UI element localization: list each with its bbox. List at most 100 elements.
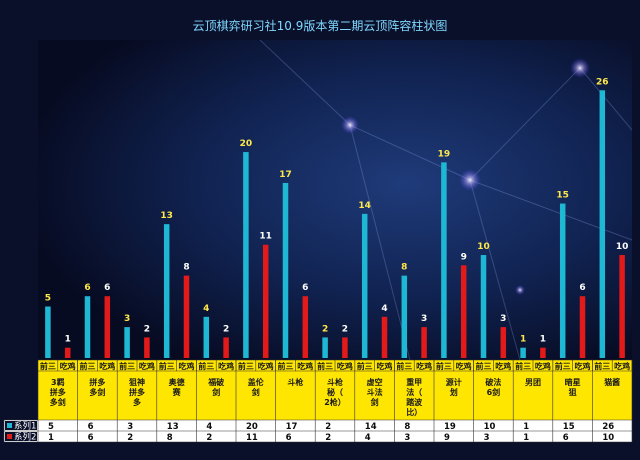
table-value-series2-11: 9: [444, 433, 450, 443]
subcategory-label: 吃鸡: [139, 361, 155, 371]
bar-series1-10: [401, 275, 408, 358]
table-value-series2-2: 6: [88, 433, 94, 443]
subcategory-label: 吃鸡: [535, 361, 551, 371]
table-value-series2-5: 2: [206, 433, 212, 443]
bar-series2-13: [540, 347, 546, 358]
value-label-series1-12: 10: [477, 242, 490, 252]
category-label-11: 源计划: [446, 377, 462, 397]
legend-swatch-series1: [7, 423, 12, 428]
value-label-series1-6: 20: [240, 139, 253, 149]
table-value-series1-5: 4: [206, 422, 212, 432]
bar-series1-11: [441, 162, 447, 358]
subcategory-label: 前三: [515, 361, 531, 371]
bar-series2-9: [381, 316, 388, 358]
category-label-14: 暗星狙: [565, 377, 581, 397]
bar-series1-2: [84, 296, 91, 358]
subcategory-label: 吃鸡: [99, 361, 115, 371]
bar-series2-11: [460, 265, 467, 358]
value-label-series1-5: 4: [203, 304, 209, 314]
category-label-6: 盖伦剑: [248, 377, 265, 397]
category-label-5: 福破剑: [207, 377, 224, 397]
value-label-series1-7: 17: [279, 170, 292, 180]
subcategory-label: 吃鸡: [614, 361, 630, 371]
category-label-2: 拼多多剑: [89, 377, 105, 397]
bar-series1-6: [243, 152, 249, 358]
bar-series2-15: [619, 255, 625, 358]
category-label-1: 3羁拼多多剑: [50, 377, 66, 407]
table-value-series1-8: 2: [325, 422, 331, 432]
value-label-series1-8: 2: [322, 324, 328, 334]
bar-series1-13: [520, 347, 526, 358]
value-label-series2-12: 3: [500, 314, 506, 324]
bar-series1-5: [203, 316, 210, 358]
table-value-series2-7: 6: [286, 433, 292, 443]
subcategory-label: 吃鸡: [416, 361, 432, 371]
subcategory-label: 前三: [40, 361, 56, 371]
table-value-series1-4: 13: [167, 422, 179, 432]
legend-label-series1: 系列1: [14, 421, 36, 432]
bar-series2-6: [262, 244, 269, 358]
bar-series2-10: [421, 327, 427, 358]
value-label-series1-2: 6: [84, 283, 90, 293]
table-value-series1-7: 17: [286, 422, 298, 432]
legend-swatch-series2: [7, 434, 12, 439]
category-label-10: 重甲法（踏波比）: [406, 377, 423, 417]
background-network-decoration: [259, 39, 633, 361]
bar-series1-7: [282, 182, 289, 358]
bars-layer: [45, 90, 625, 358]
subcategory-label: 前三: [317, 361, 333, 371]
value-label-series2-13: 1: [540, 335, 546, 345]
table-value-series2-13: 1: [523, 433, 529, 443]
table-value-series2-6: 11: [246, 433, 258, 443]
table-value-series2-14: 6: [563, 433, 569, 443]
subcategory-label: 前三: [555, 361, 571, 371]
category-label-12: 破法 6剑: [485, 377, 501, 397]
value-label-series2-1: 1: [65, 335, 71, 345]
value-label-series1-15: 26: [596, 77, 609, 87]
bar-series2-2: [104, 296, 111, 358]
subcategory-label: 吃鸡: [60, 361, 76, 371]
category-label-8: 斗枪秘（ 2枪）: [324, 377, 346, 407]
value-label-series2-4: 8: [183, 263, 189, 273]
legend-label-series2: 系列2: [14, 432, 36, 443]
value-label-series2-5: 2: [223, 324, 229, 334]
table-value-series1-14: 15: [563, 422, 575, 432]
value-label-series2-9: 4: [381, 304, 387, 314]
bar-series2-4: [183, 275, 190, 358]
subcategory-label: 吃鸡: [258, 361, 274, 371]
value-label-series1-3: 3: [124, 314, 130, 324]
bar-series2-7: [302, 296, 309, 358]
subcategory-label: 吃鸡: [377, 361, 393, 371]
table-value-series2-3: 2: [127, 433, 133, 443]
subcategory-label: 前三: [198, 361, 214, 371]
bar-series2-14: [579, 296, 586, 358]
bar-series2-8: [342, 337, 348, 358]
subcategory-label: 前三: [396, 361, 412, 371]
subcategory-label: 吃鸡: [337, 361, 353, 371]
table-value-series2-10: 3: [404, 433, 410, 443]
value-label-series2-7: 6: [302, 283, 308, 293]
table-value-series1-2: 6: [88, 422, 94, 432]
bar-series2-3: [144, 337, 150, 358]
subcategory-label: 吃鸡: [297, 361, 313, 371]
bar-series1-4: [163, 224, 170, 358]
table-value-series2-12: 3: [484, 433, 490, 443]
table-value-series1-6: 20: [246, 422, 258, 432]
table-value-series2-1: 1: [48, 433, 54, 443]
bar-series2-1: [64, 347, 71, 358]
legend-cell-background: [5, 432, 37, 441]
subcategory-label: 前三: [357, 361, 373, 371]
table-value-series2-9: 4: [365, 433, 371, 443]
table-value-series1-3: 3: [127, 422, 133, 432]
category-label-4: 奥德赛: [168, 377, 185, 397]
chart-title: 云顶棋弈研习社10.9版本第二期云顶阵容柱状图: [193, 18, 448, 33]
subcategory-label: 前三: [238, 361, 254, 371]
value-label-series2-11: 9: [461, 252, 467, 262]
value-label-series2-10: 3: [421, 314, 427, 324]
subcategory-label: 前三: [278, 361, 294, 371]
plot-area-background: [38, 40, 632, 360]
subcategory-label: 前三: [436, 361, 452, 371]
table-value-series1-10: 8: [404, 422, 410, 432]
bar-series1-1: [45, 306, 51, 358]
